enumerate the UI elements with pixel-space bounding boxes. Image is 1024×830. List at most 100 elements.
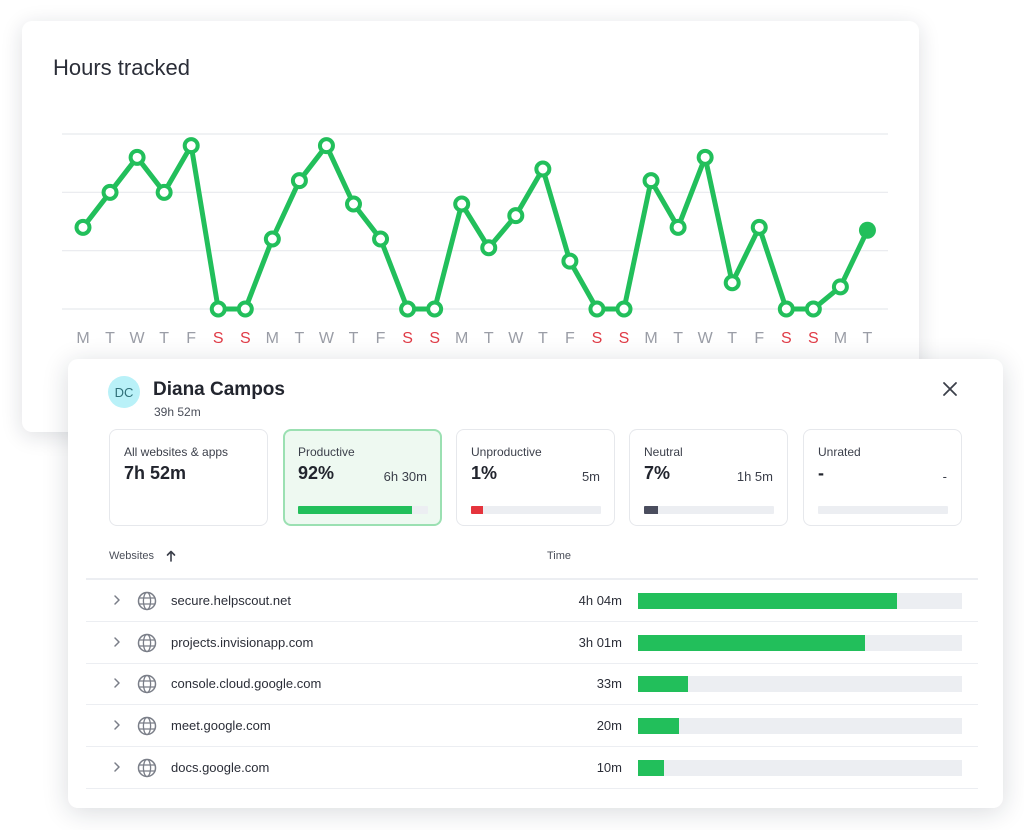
data-point — [615, 300, 633, 318]
data-point — [669, 218, 687, 236]
x-tick-label: T — [538, 330, 548, 347]
table-row[interactable]: secure.helpscout.net 4h 04m — [86, 580, 978, 622]
x-tick-label: M — [644, 330, 657, 347]
x-tick-label: S — [619, 330, 630, 347]
category-value: 1% — [471, 463, 498, 483]
chart-title: Hours tracked — [53, 55, 190, 80]
time-bar — [638, 718, 962, 735]
table-row[interactable]: meet.google.com 20m — [86, 705, 978, 748]
category-progress-fill — [471, 506, 483, 514]
table-row[interactable]: docs.google.com 10m — [86, 747, 978, 789]
time-bar-fill — [638, 676, 689, 693]
category-card-unproductive[interactable]: Unproductive 1% 5m — [456, 429, 615, 526]
data-point — [290, 172, 308, 190]
category-card-all[interactable]: All websites & apps 7h 52m — [109, 429, 268, 526]
x-tick-label: M — [266, 330, 279, 347]
category-progress-bar — [818, 506, 948, 514]
x-tick-label: W — [508, 330, 524, 347]
x-tick-label: M — [455, 330, 468, 347]
arrow-up-icon — [166, 550, 176, 562]
category-time: 5m — [581, 469, 600, 484]
website-time: 20m — [596, 718, 622, 734]
data-point — [426, 300, 444, 318]
data-point — [128, 148, 146, 166]
close-button[interactable] — [938, 377, 962, 401]
globe-icon — [137, 674, 157, 694]
data-point — [453, 195, 471, 213]
column-header-websites[interactable]: Websites — [109, 550, 176, 562]
x-tick-label: M — [834, 330, 847, 347]
category-label: Unproductive — [471, 445, 542, 459]
globe-icon — [137, 758, 157, 778]
table-header-divider — [86, 578, 978, 580]
chevron-right-icon[interactable] — [110, 676, 124, 690]
x-tick-label: S — [213, 330, 224, 347]
category-label: Productive — [298, 445, 355, 459]
column-header-time[interactable]: Time — [547, 550, 572, 562]
website-time: 4h 04m — [578, 593, 622, 608]
time-bar — [638, 759, 962, 776]
time-bar — [638, 676, 962, 693]
chevron-right-icon[interactable] — [110, 593, 124, 607]
x-tick-label: T — [484, 330, 494, 347]
user-name: Diana Campos — [153, 379, 285, 400]
table-row[interactable]: projects.invisionapp.com 3h 01m — [86, 622, 978, 664]
x-tick-label: T — [673, 330, 683, 347]
category-card-neutral[interactable]: Neutral 7% 1h 5m — [629, 429, 788, 526]
data-point — [750, 218, 768, 236]
data-point — [155, 183, 173, 201]
data-point — [561, 252, 579, 270]
data-point — [101, 183, 119, 201]
category-value: 7h 52m — [124, 463, 187, 483]
x-tick-label: F — [186, 330, 196, 347]
category-card-unrated[interactable]: Unrated - - — [803, 429, 962, 526]
x-tick-label: S — [808, 330, 819, 347]
chevron-right-icon[interactable] — [110, 718, 124, 732]
x-tick-label: T — [159, 330, 169, 347]
data-point — [372, 230, 390, 248]
data-point — [480, 239, 498, 257]
x-tick-label: T — [295, 330, 305, 347]
data-point — [74, 218, 92, 236]
data-point — [182, 137, 200, 155]
website-time: 10m — [596, 759, 622, 775]
series-line — [80, 143, 870, 312]
website-name: docs.google.com — [171, 759, 270, 775]
category-progress-fill — [298, 506, 413, 514]
data-point — [642, 172, 660, 190]
chevron-right-icon[interactable] — [110, 760, 124, 774]
category-value: - — [818, 463, 824, 483]
x-tick-label: S — [592, 330, 603, 347]
column-header-label: Websites — [109, 550, 155, 562]
data-point — [399, 300, 417, 318]
website-time: 3h 01m — [578, 634, 622, 650]
data-point-current — [858, 221, 876, 239]
data-point — [236, 300, 254, 318]
time-bar-fill — [638, 759, 664, 776]
globe-icon — [137, 716, 157, 736]
website-time: 33m — [596, 676, 622, 692]
x-tick-label: W — [319, 330, 335, 347]
category-label: Neutral — [644, 445, 683, 459]
x-tick-label: S — [429, 330, 440, 347]
data-point — [209, 300, 227, 318]
time-bar-fill — [638, 593, 898, 609]
chevron-right-icon[interactable] — [110, 635, 124, 649]
x-tick-label: T — [105, 330, 115, 347]
category-card-productive[interactable]: Productive 92% 6h 30m — [283, 429, 442, 526]
category-progress-bar — [644, 506, 774, 514]
table-row[interactable]: console.cloud.google.com 33m — [86, 663, 978, 706]
x-tick-label: M — [76, 330, 89, 347]
close-icon — [943, 382, 957, 396]
user-total-time: 39h 52m — [154, 405, 201, 419]
category-progress-bar — [298, 506, 428, 514]
data-point — [723, 274, 741, 292]
x-tick-label: T — [863, 330, 873, 347]
category-value: 92% — [298, 463, 335, 483]
data-point — [345, 195, 362, 213]
x-tick-label: T — [727, 330, 737, 347]
data-point — [777, 300, 795, 318]
data-point — [263, 230, 281, 248]
x-tick-label: S — [402, 330, 413, 347]
